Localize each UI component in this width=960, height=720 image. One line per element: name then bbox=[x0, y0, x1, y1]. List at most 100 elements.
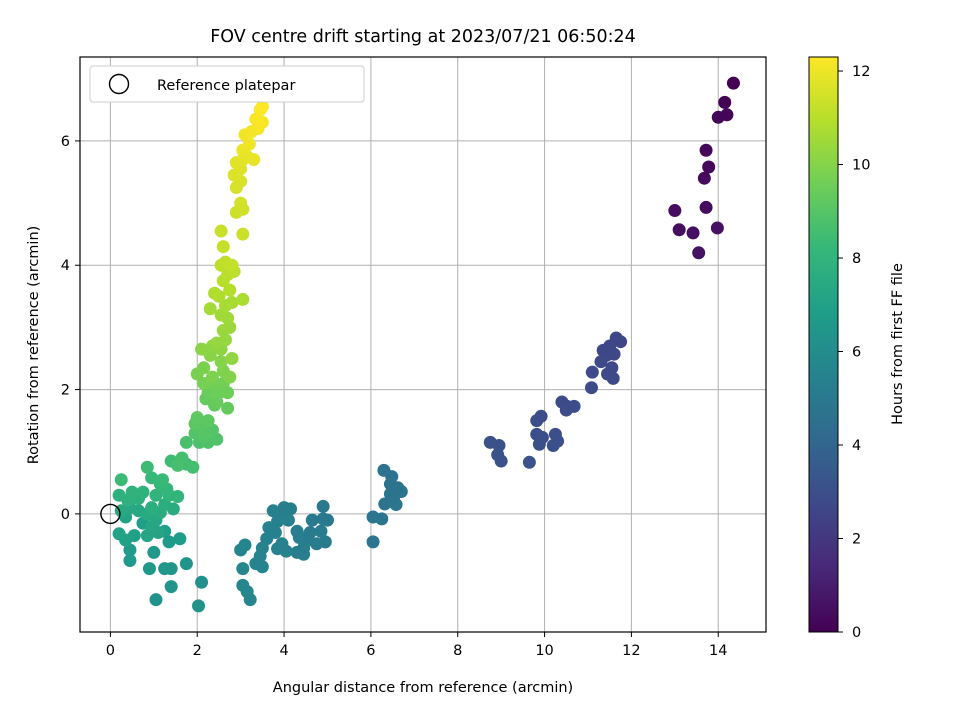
data-point bbox=[692, 246, 706, 260]
data-point bbox=[186, 460, 200, 474]
data-point bbox=[243, 593, 257, 607]
data-point bbox=[205, 370, 219, 384]
data-point bbox=[171, 458, 185, 472]
x-tick-label: 2 bbox=[193, 643, 202, 659]
data-point bbox=[314, 524, 328, 538]
data-point bbox=[145, 501, 159, 515]
data-point bbox=[668, 204, 682, 218]
data-point bbox=[255, 560, 269, 574]
data-point bbox=[494, 454, 508, 468]
data-point bbox=[284, 502, 298, 516]
data-point bbox=[366, 535, 380, 549]
legend-label: Reference platepar bbox=[157, 78, 295, 94]
data-point bbox=[190, 411, 204, 425]
data-point bbox=[171, 489, 185, 503]
data-point bbox=[179, 557, 193, 571]
data-point bbox=[522, 455, 536, 469]
data-point bbox=[305, 513, 319, 527]
data-point bbox=[123, 543, 137, 557]
data-point bbox=[112, 527, 126, 541]
data-point bbox=[378, 497, 392, 511]
data-point bbox=[584, 381, 598, 395]
data-point bbox=[279, 544, 293, 558]
legend: Reference platepar bbox=[89, 65, 365, 103]
colorbar-tick-label: 0 bbox=[852, 625, 861, 641]
legend-box bbox=[89, 65, 365, 103]
data-point bbox=[216, 240, 230, 254]
data-point bbox=[225, 258, 239, 272]
data-point bbox=[221, 401, 235, 415]
y-tick-label: 4 bbox=[61, 258, 70, 274]
data-point bbox=[699, 143, 713, 157]
data-point bbox=[255, 100, 269, 114]
data-point bbox=[699, 200, 713, 214]
data-point bbox=[672, 223, 686, 237]
data-point bbox=[726, 76, 740, 90]
data-point bbox=[149, 488, 163, 502]
data-point bbox=[236, 227, 250, 241]
colorbar-tick-label: 6 bbox=[852, 345, 861, 361]
chart-title: FOV centre drift starting at 2023/07/21 … bbox=[210, 27, 636, 47]
x-tick-label: 0 bbox=[106, 643, 115, 659]
data-point bbox=[236, 292, 250, 306]
data-point bbox=[697, 171, 711, 185]
data-point bbox=[114, 473, 128, 487]
data-point bbox=[112, 488, 126, 502]
data-point bbox=[702, 160, 716, 174]
x-axis-ticks: 0 2 4 6 8 10 12 14 bbox=[106, 632, 727, 659]
colorbar-gradient bbox=[808, 56, 839, 633]
reference-marker bbox=[100, 503, 121, 525]
data-point bbox=[614, 335, 628, 349]
data-point bbox=[123, 554, 137, 568]
data-point bbox=[145, 471, 159, 485]
data-point bbox=[281, 513, 295, 527]
colorbar-tick-label: 8 bbox=[852, 251, 861, 267]
y-axis-ticks: 0 2 4 6 bbox=[61, 134, 80, 523]
data-point bbox=[585, 365, 599, 379]
data-point bbox=[197, 361, 211, 375]
data-points bbox=[112, 76, 740, 613]
x-tick-label: 10 bbox=[535, 643, 553, 659]
data-point bbox=[711, 110, 725, 124]
data-point bbox=[290, 524, 304, 538]
data-point bbox=[247, 153, 261, 167]
colorbar-tick-label: 10 bbox=[852, 158, 870, 174]
data-point bbox=[164, 580, 178, 594]
data-point bbox=[162, 535, 176, 549]
data-point bbox=[686, 226, 700, 240]
x-tick-label: 6 bbox=[366, 643, 375, 659]
data-point bbox=[389, 498, 403, 512]
data-point bbox=[223, 370, 237, 384]
x-tick-label: 4 bbox=[279, 643, 288, 659]
colorbar-label: Hours from first FF file bbox=[890, 263, 906, 425]
data-point bbox=[201, 414, 215, 428]
data-point bbox=[208, 286, 222, 300]
colorbar: 0 2 4 6 8 10 12 Hours from first FF file bbox=[808, 56, 906, 641]
data-point bbox=[192, 599, 206, 613]
x-tick-label: 14 bbox=[709, 643, 727, 659]
data-point bbox=[297, 547, 311, 561]
data-point bbox=[225, 296, 239, 310]
data-point bbox=[532, 437, 546, 451]
data-point bbox=[375, 512, 389, 526]
data-point bbox=[125, 485, 139, 499]
data-point bbox=[149, 593, 163, 607]
data-point bbox=[195, 342, 209, 356]
data-point bbox=[223, 283, 237, 297]
data-point bbox=[236, 562, 250, 576]
colorbar-tick-label: 4 bbox=[852, 438, 861, 454]
colorbar-ticks: 0 2 4 6 8 10 12 bbox=[838, 64, 870, 641]
colorbar-tick-label: 2 bbox=[852, 532, 861, 548]
data-point bbox=[594, 355, 608, 369]
data-point bbox=[142, 562, 156, 576]
data-point bbox=[559, 403, 573, 417]
data-point bbox=[179, 435, 193, 449]
y-tick-label: 2 bbox=[61, 383, 70, 399]
data-point bbox=[225, 351, 239, 365]
data-point bbox=[718, 95, 732, 109]
data-point bbox=[140, 460, 154, 474]
data-point bbox=[606, 371, 620, 385]
y-axis-label: Rotation from reference (arcmin) bbox=[26, 226, 42, 465]
data-point bbox=[316, 499, 330, 513]
